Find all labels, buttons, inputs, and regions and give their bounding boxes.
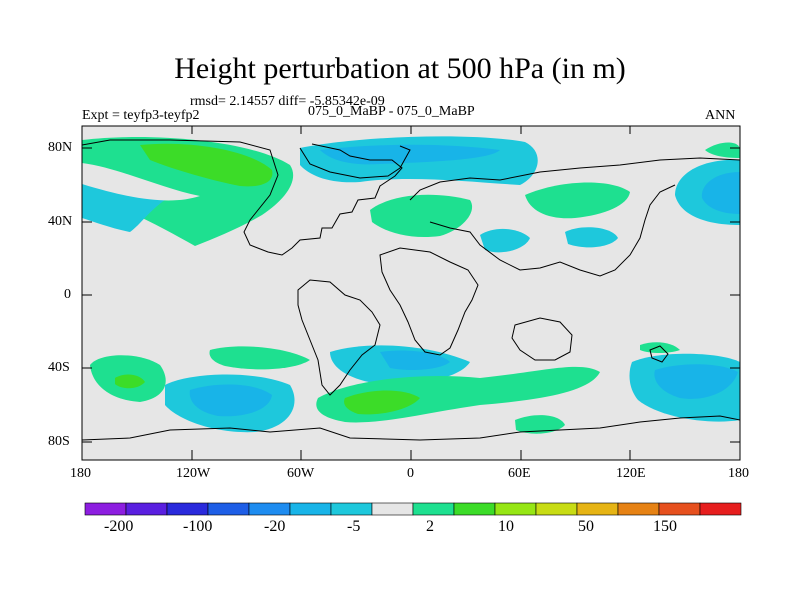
colorbar-swatch <box>412 502 455 516</box>
lon-tick-label: 180 <box>70 466 91 481</box>
antarctic-positive <box>515 415 565 434</box>
lon-tick-label: 120W <box>176 466 211 481</box>
colorbar-label: -100 <box>183 518 213 535</box>
colorbar-label: 50 <box>578 518 594 535</box>
season-label: ANN <box>705 108 736 123</box>
colorbar-swatch <box>617 502 660 516</box>
lon-tick-label: 60E <box>508 466 531 481</box>
colorbar-swatch <box>289 502 332 516</box>
lon-tick-label: 120E <box>616 466 646 481</box>
south-east-pacific-negative-core <box>654 364 738 399</box>
pacific-white-band <box>82 163 200 201</box>
lon-tick-label: 180 <box>728 466 749 481</box>
central-asia-negative <box>480 228 530 253</box>
australia-coast <box>511 317 573 361</box>
map-title: Height perturbation at 500 hPa (in m) <box>174 52 626 85</box>
africa-coast <box>379 247 479 356</box>
south-pacific-positive-core <box>115 374 145 389</box>
lon-tick-label: 60W <box>287 466 315 481</box>
colorbar-label: -200 <box>104 518 134 535</box>
lat-tick-label: 80S <box>48 434 70 449</box>
lat-ticks <box>82 147 740 443</box>
south-pacific-negative-core <box>189 384 272 417</box>
eurasia-coast <box>409 157 740 277</box>
experiment-label: Expt = teyfp3-teyfp2 <box>82 108 200 123</box>
colorbar-swatch <box>658 502 701 516</box>
indian-ocean-negative-core <box>380 350 450 370</box>
colorbar-swatch <box>453 502 496 516</box>
colorbar-label: -20 <box>264 518 286 535</box>
coastlines <box>82 139 740 441</box>
lon-ticks <box>81 126 741 460</box>
colorbar-label: 10 <box>498 518 514 535</box>
colorbar-swatch <box>494 502 537 516</box>
colorbar-swatch <box>535 502 578 516</box>
colorbar <box>84 502 742 516</box>
colorbar-swatch <box>125 502 168 516</box>
colorbar-swatch <box>576 502 619 516</box>
lat-tick-label: 40S <box>48 360 70 375</box>
lat-tick-label: 80N <box>48 140 73 155</box>
colorbar-swatch <box>330 502 373 516</box>
colorbar-swatch <box>84 502 127 516</box>
colorbar-label: -5 <box>347 518 361 535</box>
asia-positive <box>525 182 630 219</box>
colorbar-swatch <box>166 502 209 516</box>
lon-tick-label: 0 <box>407 466 414 481</box>
colorbar-swatch <box>371 502 414 516</box>
arctic-positive-east <box>705 142 740 158</box>
southern-ocean-positive-core <box>344 390 420 415</box>
south-atlantic-top-positive <box>209 346 310 370</box>
north-pacific-strong-positive <box>140 143 273 187</box>
lat-tick-label: 0 <box>64 287 71 302</box>
greenland-coast <box>299 145 411 179</box>
colorbar-swatch <box>699 502 742 516</box>
colorbar-swatch <box>207 502 250 516</box>
east-asia-negative <box>565 227 618 248</box>
new-zealand-coast <box>649 345 669 363</box>
colorbar-swatch <box>248 502 291 516</box>
lat-tick-label: 40N <box>48 214 73 229</box>
case-label: 075_0_MaBP - 075_0_MaBP <box>308 104 475 119</box>
antarctica-coast <box>82 415 740 441</box>
colorbar-label: 2 <box>426 518 434 535</box>
contour-fields <box>82 126 740 460</box>
colorbar-label: 150 <box>653 518 677 535</box>
ne-pacific-negative-core <box>701 172 740 214</box>
stats-line: rmsd= 2.14557 diff= -5.85342e-09 <box>190 94 385 109</box>
south-america-coast <box>297 279 381 396</box>
